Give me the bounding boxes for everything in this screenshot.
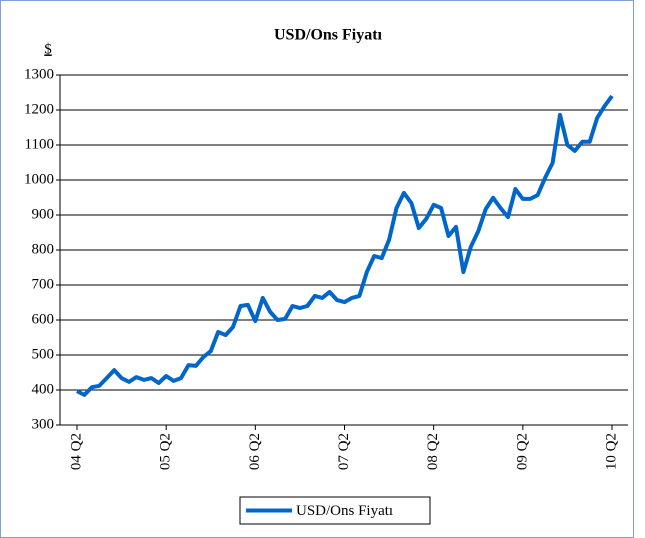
y-tick-label: 500 — [32, 346, 55, 362]
chart-title: USD/Ons Fiyatı — [274, 27, 383, 44]
x-tick-label: 08 Q2 — [425, 433, 441, 470]
data-line — [76, 94, 614, 397]
y-tick-label: 400 — [32, 381, 55, 397]
x-tick-label: 09 Q2 — [514, 433, 530, 470]
y-tick-label: 600 — [32, 311, 55, 327]
x-tick-label: 04 Q2 — [68, 433, 84, 470]
y-tick-label: 300 — [32, 416, 55, 432]
y-tick-label: 900 — [32, 206, 55, 222]
y-tick-label: 1000 — [24, 171, 54, 187]
y-tick-label: 800 — [32, 241, 55, 257]
y-tick-label: 1200 — [24, 101, 54, 117]
y-tick-label: 1100 — [25, 136, 54, 152]
y-tick-label: 1300 — [24, 66, 54, 82]
y-axis-label: $ — [44, 41, 52, 57]
x-tick-label: 05 Q2 — [158, 433, 174, 470]
x-tick-label: 06 Q2 — [247, 433, 263, 470]
y-tick-label: 700 — [32, 276, 55, 292]
x-tick-label: 10 Q2 — [603, 433, 619, 470]
legend-label: USD/Ons Fiyatı — [296, 503, 393, 519]
x-tick-label: 07 Q2 — [336, 433, 352, 470]
